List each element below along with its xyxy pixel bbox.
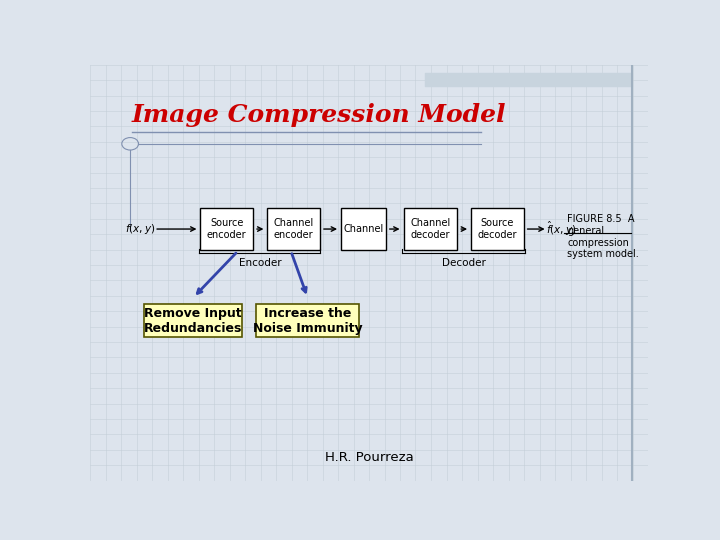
Text: Source
decoder: Source decoder: [477, 218, 517, 240]
Text: FIGURE 8.5  A
general
compression
system model.: FIGURE 8.5 A general compression system …: [567, 214, 639, 259]
Text: Remove Input
Redundancies: Remove Input Redundancies: [144, 307, 243, 334]
Text: Source
encoder: Source encoder: [207, 218, 246, 240]
Text: Channel
encoder: Channel encoder: [274, 218, 314, 240]
Text: $\hat{f}(x, y)$: $\hat{f}(x, y)$: [546, 220, 577, 238]
Text: H.R. Pourreza: H.R. Pourreza: [325, 451, 413, 464]
Text: Channel
decoder: Channel decoder: [410, 218, 451, 240]
Text: Increase the
Noise Immunity: Increase the Noise Immunity: [253, 307, 362, 334]
Text: Decoder: Decoder: [442, 258, 486, 268]
FancyBboxPatch shape: [471, 208, 524, 250]
FancyBboxPatch shape: [267, 208, 320, 250]
Text: Image Compression Model: Image Compression Model: [132, 103, 506, 127]
Text: Encoder: Encoder: [239, 258, 282, 268]
FancyBboxPatch shape: [200, 208, 253, 250]
Text: $f(x, y)$: $f(x, y)$: [125, 222, 156, 236]
FancyBboxPatch shape: [145, 304, 242, 337]
Text: Channel: Channel: [343, 224, 384, 234]
FancyBboxPatch shape: [341, 208, 386, 250]
FancyBboxPatch shape: [256, 304, 359, 337]
FancyBboxPatch shape: [404, 208, 457, 250]
